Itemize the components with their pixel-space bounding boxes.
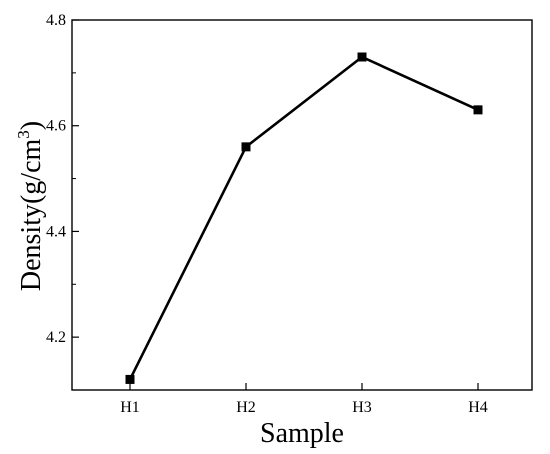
- x-axis-title: Sample: [260, 418, 344, 449]
- x-tick-label: H3: [352, 399, 372, 416]
- y-tick-label: 4.8: [46, 12, 66, 29]
- y-axis-ticks: 4.2 4.4 4.6 4.8: [46, 12, 79, 391]
- y-axis-title-close: ): [16, 121, 47, 130]
- data-point-marker: [125, 374, 135, 384]
- plot-frame: [71, 19, 533, 391]
- y-axis-title: Density(g/cm3): [14, 121, 47, 291]
- y-axis-title-base: Density(g/cm: [16, 138, 47, 291]
- y-tick-label: 4.6: [46, 118, 66, 135]
- x-tick-label: H4: [468, 399, 488, 416]
- y-tick-label: 4.2: [46, 329, 66, 346]
- series-group: [125, 52, 483, 384]
- data-point-marker: [473, 105, 483, 115]
- data-point-marker: [357, 52, 367, 62]
- y-axis-title-superscript: 3: [14, 130, 33, 139]
- x-tick-label: H2: [236, 399, 256, 416]
- y-tick-label: 4.4: [46, 223, 66, 240]
- x-tick-label: H1: [120, 399, 140, 416]
- data-point-marker: [241, 142, 251, 152]
- x-axis-ticks: H1 H2 H3 H4: [120, 383, 488, 416]
- series-line: [128, 55, 479, 381]
